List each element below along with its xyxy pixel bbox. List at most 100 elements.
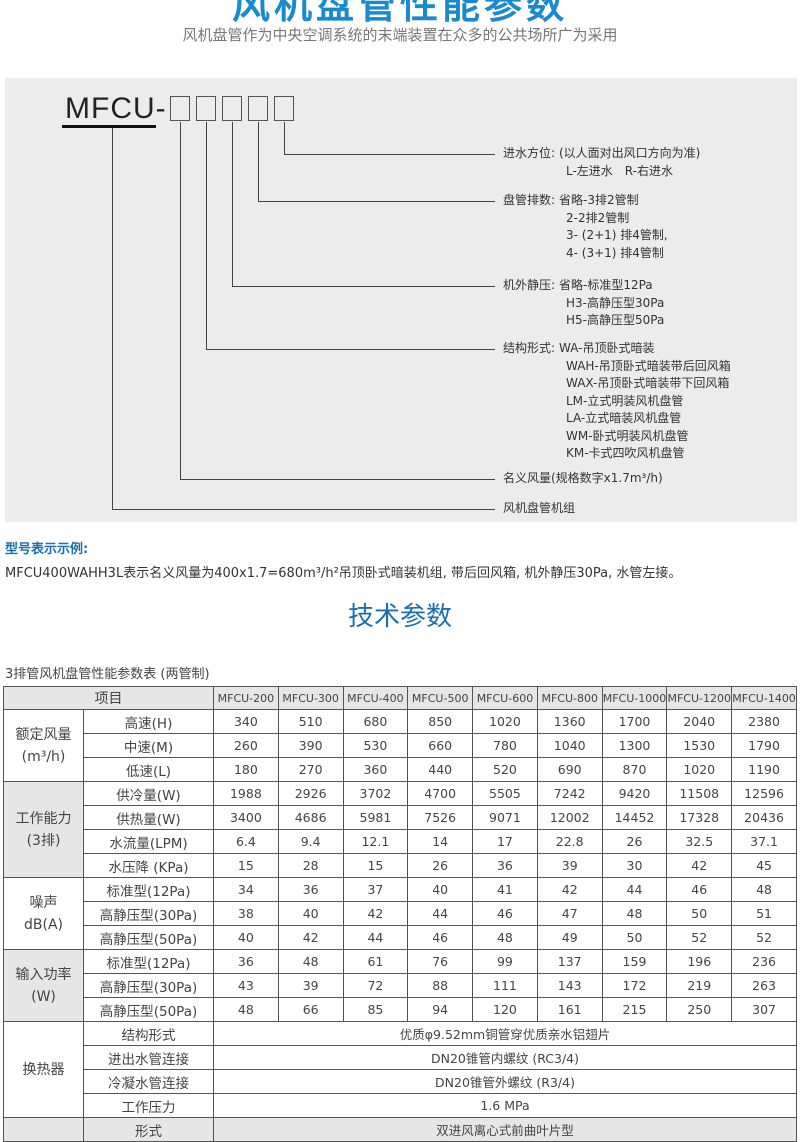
connector-line: [206, 122, 207, 349]
spec-value: 36: [213, 949, 279, 974]
row-label: 高静压型(30Pa): [83, 973, 214, 998]
spec-value: 9071: [472, 805, 538, 830]
code-field-label: 进水方位:: [503, 146, 556, 160]
spec-value: 260: [213, 733, 279, 758]
code-explanation: 进水方位: (以人面对出风口方向为准) L-左进水 R-右进水: [503, 145, 700, 180]
row-label: 标准型(12Pa): [83, 877, 214, 902]
spec-value: 12596: [731, 781, 797, 806]
spec-value: 51: [731, 901, 797, 926]
spec-value: 1530: [666, 733, 733, 758]
spec-value: 46: [407, 925, 474, 950]
spec-value: 780: [472, 733, 538, 758]
table-caption: 3排管风机盘管性能参数表 (两管制): [5, 667, 210, 682]
spec-value: 42: [277, 925, 344, 950]
spec-value: 15: [342, 853, 409, 878]
spec-value: 72: [342, 973, 409, 998]
connector-line: [232, 122, 233, 286]
spec-value: 46: [472, 901, 538, 926]
code-slot-box: [274, 96, 294, 121]
spec-value: 3400: [213, 805, 279, 830]
connector-line: [258, 122, 259, 201]
spec-value: 2926: [277, 781, 344, 806]
row-label: 高静压型(30Pa): [83, 901, 214, 926]
row-label: 标准型(12Pa): [83, 949, 214, 974]
model-header: MFCU-200: [213, 686, 279, 710]
spec-value: 530: [342, 733, 409, 758]
spec-value: 7526: [407, 805, 474, 830]
code-option: 省略-标准型12Pa: [559, 278, 653, 292]
spec-value: 66: [277, 997, 344, 1022]
spec-value: 42: [536, 877, 603, 902]
spec-value: 48: [731, 877, 797, 902]
code-option: LM-立式明装风机盘管: [566, 393, 684, 408]
code-option: 2-2排2管制: [566, 210, 630, 225]
spec-table: 项目 MFCU-200 MFCU-300 MFCU-400 MFCU-500 MFCU-…: [3, 686, 797, 1142]
code-option: WM-卧式明装风机盘管: [566, 428, 689, 443]
spec-value: 510: [277, 709, 344, 734]
connector-line: [258, 201, 495, 202]
model-header: MFCU-1000: [601, 686, 668, 710]
code-option: WAH-吊顶卧式暗装带后回风箱: [566, 358, 731, 373]
spec-value: 39: [536, 853, 603, 878]
spec-value: 5981: [342, 805, 409, 830]
table-row: 供热量(W) 3400 4686 5981 7526 9071 12002 14452 1732…: [4, 805, 797, 830]
spec-value: 1360: [536, 709, 603, 734]
spec-value: 61: [342, 949, 409, 974]
row-label: 供热量(W): [83, 805, 214, 830]
spec-value: 优质φ9.52mm铜管穿优质亲水铝翅片: [213, 1021, 797, 1046]
model-underline: [62, 125, 156, 128]
spec-value: 219: [666, 973, 733, 998]
spec-value: 9.4: [277, 829, 344, 854]
spec-value: 1190: [731, 757, 797, 782]
spec-value: 45: [731, 853, 797, 878]
table-row: 冷凝水管连接 DN20锥管外螺纹 (R3/4): [4, 1069, 797, 1094]
group-label: 额定风量 (m³/h): [3, 709, 84, 782]
spec-value: 690: [536, 757, 603, 782]
row-label: 中速(M): [83, 733, 214, 758]
code-option: 省略-3排2管制: [559, 193, 639, 207]
spec-value: 1700: [601, 709, 668, 734]
spec-value: 39: [277, 973, 344, 998]
model-code-diagram: MFCU- 进水方位: (以人面对出风口方向为准) L-左进水 R-右进水 盘管排数:…: [5, 78, 797, 522]
connector-line: [180, 479, 495, 480]
spec-value: 36: [472, 853, 538, 878]
table-row: 水压降 (KPa) 15 28 15 26 36 39 30 42 45: [4, 853, 797, 878]
code-option: H3-高静压型30Pa: [566, 295, 665, 310]
spec-value: 2380: [731, 709, 797, 734]
spec-value: 850: [407, 709, 474, 734]
spec-value: 48: [213, 997, 279, 1022]
spec-value: 180: [213, 757, 279, 782]
spec-value: 1020: [666, 757, 733, 782]
spec-value: 12.1: [342, 829, 409, 854]
code-explanation: 结构形式: WA-吊顶卧式暗装 WAH-吊顶卧式暗装带后回风箱 WAX-吊顶卧式暗装带…: [503, 340, 731, 463]
spec-value: 390: [277, 733, 344, 758]
spec-value: 40: [407, 877, 474, 902]
spec-value: 2040: [666, 709, 733, 734]
spec-value: 48: [472, 925, 538, 950]
row-label: 形式: [83, 1117, 214, 1142]
connector-line: [232, 286, 495, 287]
spec-value: 88: [407, 973, 474, 998]
spec-value: 360: [342, 757, 409, 782]
code-option: 风机盘管机组: [503, 501, 576, 515]
code-option: 名义风量(规格数字x1.7m³/h): [503, 471, 663, 485]
group-label: 工作能力 (3排): [3, 781, 84, 878]
spec-value: 159: [601, 949, 668, 974]
code-explanation: 名义风量(规格数字x1.7m³/h): [503, 470, 663, 488]
spec-value: 9420: [601, 781, 668, 806]
spec-value: 4686: [277, 805, 344, 830]
spec-value: 1.6 MPa: [213, 1093, 797, 1118]
spec-value: 48: [601, 901, 668, 926]
row-label: 工作压力: [83, 1093, 214, 1118]
row-label: 水流量(LPM): [83, 829, 214, 854]
spec-value: 37.1: [731, 829, 797, 854]
connector-line: [284, 122, 285, 154]
table-row: 输入功率 (W) 标准型(12Pa) 36 48 61 76 99 137 159 196 236: [3, 949, 797, 1022]
spec-value: 44: [407, 901, 474, 926]
code-explanation: 盘管排数: 省略-3排2管制 2-2排2管制 3- (2+1) 排4管制, 4- (3+…: [503, 192, 668, 262]
spec-value: 49: [536, 925, 603, 950]
model-prefix: MFCU-: [65, 92, 167, 125]
spec-value: 76: [407, 949, 474, 974]
model-header: MFCU-800: [536, 686, 603, 710]
spec-value: 660: [407, 733, 474, 758]
